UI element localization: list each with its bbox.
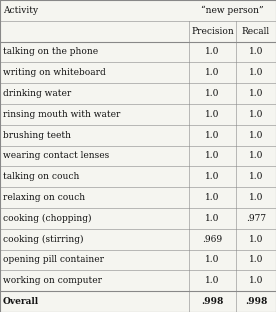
Text: 1.0: 1.0 bbox=[249, 131, 263, 140]
Text: brushing teeth: brushing teeth bbox=[3, 131, 71, 140]
Text: “new person”: “new person” bbox=[201, 6, 264, 15]
Text: 1.0: 1.0 bbox=[249, 110, 263, 119]
Text: Overall: Overall bbox=[3, 297, 39, 306]
Text: 1.0: 1.0 bbox=[205, 256, 220, 265]
Text: cooking (stirring): cooking (stirring) bbox=[3, 235, 83, 244]
Text: 1.0: 1.0 bbox=[205, 193, 220, 202]
Text: .998: .998 bbox=[201, 297, 224, 306]
Text: 1.0: 1.0 bbox=[205, 131, 220, 140]
Text: 1.0: 1.0 bbox=[205, 276, 220, 285]
Text: 1.0: 1.0 bbox=[249, 89, 263, 98]
Text: working on computer: working on computer bbox=[3, 276, 102, 285]
Text: 1.0: 1.0 bbox=[249, 276, 263, 285]
Text: wearing contact lenses: wearing contact lenses bbox=[3, 152, 109, 160]
Text: rinsing mouth with water: rinsing mouth with water bbox=[3, 110, 120, 119]
Text: 1.0: 1.0 bbox=[205, 68, 220, 77]
Text: 1.0: 1.0 bbox=[249, 68, 263, 77]
Text: 1.0: 1.0 bbox=[205, 110, 220, 119]
Text: .977: .977 bbox=[246, 214, 266, 223]
Text: talking on couch: talking on couch bbox=[3, 172, 79, 181]
Text: talking on the phone: talking on the phone bbox=[3, 47, 98, 56]
Text: .998: .998 bbox=[245, 297, 267, 306]
Text: writing on whiteboard: writing on whiteboard bbox=[3, 68, 105, 77]
Text: Activity: Activity bbox=[3, 6, 38, 15]
Text: .969: .969 bbox=[203, 235, 222, 244]
Text: Recall: Recall bbox=[242, 27, 270, 36]
Text: cooking (chopping): cooking (chopping) bbox=[3, 214, 91, 223]
Text: 1.0: 1.0 bbox=[249, 152, 263, 160]
Text: 1.0: 1.0 bbox=[205, 47, 220, 56]
Text: opening pill container: opening pill container bbox=[3, 256, 104, 265]
Text: 1.0: 1.0 bbox=[205, 152, 220, 160]
Text: 1.0: 1.0 bbox=[249, 172, 263, 181]
Text: relaxing on couch: relaxing on couch bbox=[3, 193, 85, 202]
Text: 1.0: 1.0 bbox=[205, 214, 220, 223]
Text: 1.0: 1.0 bbox=[205, 172, 220, 181]
Text: Precision: Precision bbox=[191, 27, 234, 36]
Text: 1.0: 1.0 bbox=[249, 235, 263, 244]
Text: 1.0: 1.0 bbox=[249, 47, 263, 56]
Text: drinking water: drinking water bbox=[3, 89, 71, 98]
Text: 1.0: 1.0 bbox=[249, 256, 263, 265]
Text: 1.0: 1.0 bbox=[205, 89, 220, 98]
Text: 1.0: 1.0 bbox=[249, 193, 263, 202]
